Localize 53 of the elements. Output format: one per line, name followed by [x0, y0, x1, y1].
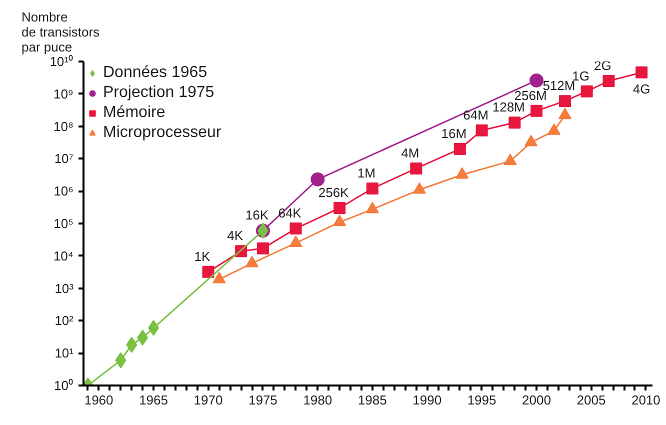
- y-tick-label: 10⁴: [53, 248, 74, 264]
- annotation: 16K: [245, 208, 269, 223]
- y-tick-label: 10¹: [54, 346, 74, 361]
- x-tick-label: 1995: [467, 392, 496, 408]
- annotation: 1K: [194, 248, 211, 264]
- x-tick-label: 1975: [248, 392, 278, 408]
- x-tick-label: 1965: [139, 392, 168, 408]
- point: [454, 142, 466, 155]
- annotation: 4M: [401, 145, 420, 160]
- y-tick-label: 10⁰: [54, 378, 74, 393]
- point: [476, 124, 488, 136]
- y-axis-title: Nombre de transistors par puce: [22, 10, 100, 54]
- point: [310, 172, 325, 186]
- legend-label: Données 1965: [103, 64, 208, 82]
- legend-label: Projection 1975: [103, 84, 214, 102]
- point: [334, 202, 346, 214]
- x-tick-label: 2010: [631, 392, 660, 408]
- y-tick-label: 10⁵: [54, 216, 74, 231]
- point: [636, 66, 648, 78]
- point: [410, 162, 422, 174]
- legend-label: Microprocesseur: [103, 124, 222, 142]
- y-tick-label: 10²: [54, 313, 74, 328]
- y-tick-label: 10³: [54, 280, 74, 296]
- point: [530, 73, 544, 88]
- point: [290, 222, 302, 235]
- point: [256, 242, 269, 254]
- point: [580, 85, 593, 98]
- point: [508, 116, 521, 129]
- annotation: 1M: [357, 166, 376, 181]
- point: [602, 75, 615, 88]
- annotation: 4K: [227, 228, 244, 244]
- annotation: 256K: [318, 185, 350, 200]
- annotation: 4G: [632, 81, 650, 96]
- annotation: 64M: [463, 107, 488, 122]
- y-tick-label: 10⁹: [53, 86, 74, 102]
- point: [530, 104, 543, 117]
- annotation: 16M: [441, 126, 467, 141]
- y-tick-label: 10⁶: [54, 184, 74, 199]
- x-tick-label: 2000: [522, 392, 551, 408]
- y-tick-label: 10⁸: [54, 118, 74, 134]
- y-tick-label: 10⁷: [54, 151, 74, 166]
- x-tick-label: 2005: [576, 392, 606, 408]
- x-tick-label: 1960: [84, 392, 114, 408]
- x-tick-label: 1970: [194, 392, 223, 408]
- legend-label: Mémoire: [103, 104, 166, 122]
- point: [366, 182, 378, 195]
- x-tick-label: 1980: [303, 392, 332, 408]
- annotation: 128M: [492, 100, 525, 115]
- y-tick-label: 10¹⁰: [50, 54, 74, 69]
- point: [202, 266, 214, 278]
- x-tick-label: 1990: [412, 392, 442, 408]
- x-tick-label: 1985: [358, 392, 387, 408]
- point: [558, 95, 571, 108]
